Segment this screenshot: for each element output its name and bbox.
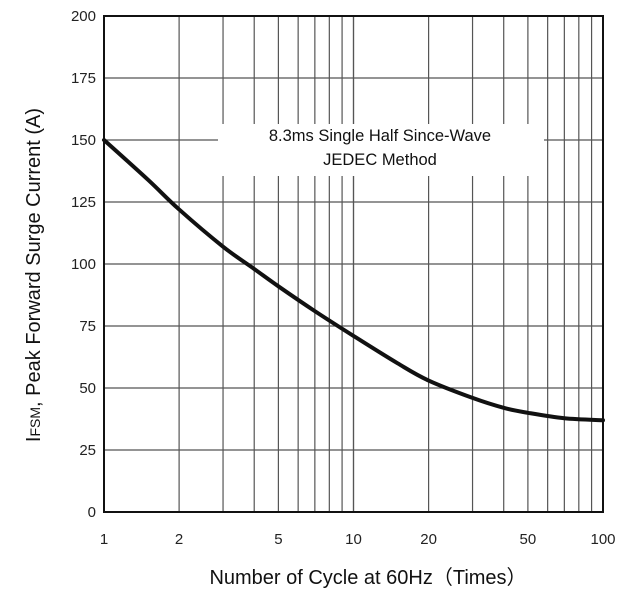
x-tick-label: 1 bbox=[100, 531, 108, 548]
annotation-line-2: JEDEC Method bbox=[323, 151, 437, 169]
y-axis-label: IFSM, Peak Forward Surge Current (A) bbox=[23, 108, 45, 442]
y-axis-label-symbol: I bbox=[23, 437, 45, 443]
y-tick-label: 25 bbox=[79, 442, 96, 459]
x-tick-label: 100 bbox=[590, 531, 615, 548]
y-axis-label-subscript: FSM bbox=[27, 407, 43, 437]
annotation-line-1: 8.3ms Single Half Since-Wave bbox=[269, 127, 491, 145]
y-tick-label: 75 bbox=[79, 318, 96, 335]
x-tick-label: 10 bbox=[345, 531, 362, 548]
y-tick-label: 100 bbox=[71, 256, 96, 273]
y-tick-label: 175 bbox=[71, 70, 96, 87]
y-tick-labels: 0 25 50 75 100 125 150 175 200 bbox=[71, 8, 96, 521]
y-tick-label: 150 bbox=[71, 132, 96, 149]
y-tick-label: 0 bbox=[88, 504, 96, 521]
x-tick-label: 50 bbox=[520, 531, 537, 548]
x-tick-label: 20 bbox=[420, 531, 437, 548]
annotation-background bbox=[218, 124, 544, 176]
y-axis-label-text: , Peak Forward Surge Current (A) bbox=[23, 108, 45, 407]
x-tick-labels: 1 2 5 10 20 50 100 bbox=[100, 531, 616, 548]
x-axis-label: Number of Cycle at 60Hz（Times） bbox=[209, 566, 526, 589]
y-tick-label: 125 bbox=[71, 194, 96, 211]
grid-lines bbox=[104, 15, 603, 513]
x-tick-label: 2 bbox=[175, 531, 183, 548]
x-tick-label: 5 bbox=[274, 531, 282, 548]
y-tick-label: 50 bbox=[79, 380, 96, 397]
y-tick-label: 200 bbox=[71, 8, 96, 25]
plot-frame bbox=[103, 15, 604, 513]
surge-curve-line bbox=[102, 138, 605, 423]
